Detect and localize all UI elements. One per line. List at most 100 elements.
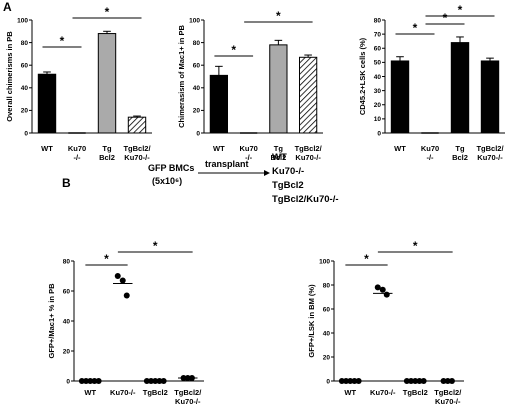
panel-label-b: B [62, 176, 71, 190]
x-category-label: -/- [73, 153, 81, 162]
y-tick-label: 20 [193, 108, 201, 115]
significance-star: * [443, 11, 448, 25]
y-tick-label: 40 [374, 74, 382, 81]
data-point [374, 284, 381, 291]
x-category-label: Ku70 [68, 144, 86, 153]
schema-recipient-wt: WT [272, 152, 287, 163]
significance-star: * [413, 21, 418, 35]
y-tick-label: 80 [374, 17, 382, 24]
x-category-label: WT [344, 388, 356, 397]
x-category-label: WT [213, 144, 225, 153]
bar [450, 42, 470, 134]
y-tick-label: 80 [193, 40, 201, 47]
y-tick-label: 50 [374, 60, 382, 67]
transplant-schema: GFP BMCs (5x10⁶) transplant WT Ku70-/- T… [148, 152, 339, 205]
schema-recipient-ku70: Ku70-/- [272, 166, 304, 177]
y-tick-label: 100 [189, 17, 200, 24]
x-category-label: Ku70-/- [295, 153, 321, 162]
significance-star: * [458, 3, 463, 17]
x-category-label: Ku70-/- [124, 153, 150, 162]
x-category-label: TgBcl2/ [174, 388, 202, 397]
y-tick-label: 0 [377, 130, 381, 137]
bar [37, 73, 57, 134]
y-tick-label: 0 [24, 130, 28, 137]
significance-star: * [276, 9, 281, 23]
bar [127, 116, 147, 134]
schema-source-line2: (5x10⁶) [152, 176, 182, 186]
x-category-label: Ku70-/- [110, 388, 136, 397]
y-axis-title: Chimerasism of Mac1+ in PB [177, 25, 186, 128]
data-point [379, 286, 386, 293]
panel-label-a: A [3, 0, 12, 14]
y-tick-label: 20 [21, 108, 29, 115]
y-tick-label: 100 [319, 258, 330, 265]
y-axis-title: GFP+/Mac1+ % in PB [47, 283, 56, 359]
x-category-label: TgBcl2/ [123, 144, 151, 153]
significance-star: * [413, 239, 418, 253]
y-tick-label: 10 [374, 116, 382, 123]
significance-star: * [60, 34, 65, 48]
bar [480, 60, 500, 134]
y-tick-label: 40 [21, 85, 29, 92]
y-tick-label: 20 [323, 354, 331, 361]
x-category-label: Ku70-/- [435, 397, 461, 405]
y-tick-label: 100 [17, 17, 28, 24]
y-tick-label: 30 [374, 88, 382, 95]
x-category-label: Tg [102, 144, 112, 153]
y-tick-label: 80 [323, 282, 331, 289]
y-tick-label: 60 [193, 63, 201, 70]
x-category-label: Ku70-/- [370, 388, 396, 397]
bar [269, 44, 288, 134]
y-tick-label: 0 [326, 378, 330, 385]
significance-star: * [153, 239, 158, 253]
schema-recipient-tgbcl2-ku70: TgBcl2/Ku70-/- [272, 194, 339, 205]
y-tick-label: 20 [63, 348, 71, 355]
y-tick-label: 60 [323, 306, 331, 313]
schema-arrow-label: transplant [205, 159, 249, 169]
bar [97, 33, 117, 134]
x-category-label: -/- [426, 153, 434, 162]
y-tick-label: 60 [21, 63, 29, 70]
significance-star: * [364, 252, 369, 266]
significance-star: * [105, 5, 110, 19]
x-category-label: Ku70-/- [175, 397, 201, 405]
bar [390, 60, 410, 134]
data-point [119, 277, 126, 284]
x-category-label: Ku70-/- [477, 153, 503, 162]
x-category-label: TgBcl2/ [295, 144, 323, 153]
y-axis-title: CD45.2+LSK cells (%) [358, 37, 367, 115]
schema-source-line1: GFP BMCs [148, 163, 194, 173]
x-category-label: TgBcl2/ [476, 144, 504, 153]
x-category-label: WT [84, 388, 96, 397]
y-tick-label: 40 [193, 85, 201, 92]
x-category-label: Bcl2 [99, 153, 115, 162]
x-category-label: Ku70 [239, 144, 257, 153]
x-category-label: Ku70 [421, 144, 439, 153]
y-axis-title: Overall chimerisms in PB [5, 31, 14, 122]
y-tick-label: 40 [63, 318, 71, 325]
x-category-label: Tg [455, 144, 465, 153]
x-category-label: Tg [274, 144, 284, 153]
significance-star: * [231, 43, 236, 57]
x-category-label: WT [394, 144, 406, 153]
y-tick-label: 60 [374, 46, 382, 53]
x-category-label: -/- [245, 153, 253, 162]
x-category-label: TgBcl2 [403, 388, 428, 397]
x-category-label: TgBcl2 [143, 388, 168, 397]
bar [209, 74, 229, 134]
x-category-label: TgBcl2/ [434, 388, 462, 397]
schema-arrow-head [264, 170, 270, 176]
data-point [123, 292, 130, 299]
x-category-label: Bcl2 [452, 153, 468, 162]
y-tick-label: 80 [63, 258, 71, 265]
y-tick-label: 20 [374, 102, 382, 109]
significance-star: * [104, 252, 109, 266]
schema-recipient-tgbcl2: TgBcl2 [272, 180, 304, 191]
data-point [114, 273, 121, 279]
